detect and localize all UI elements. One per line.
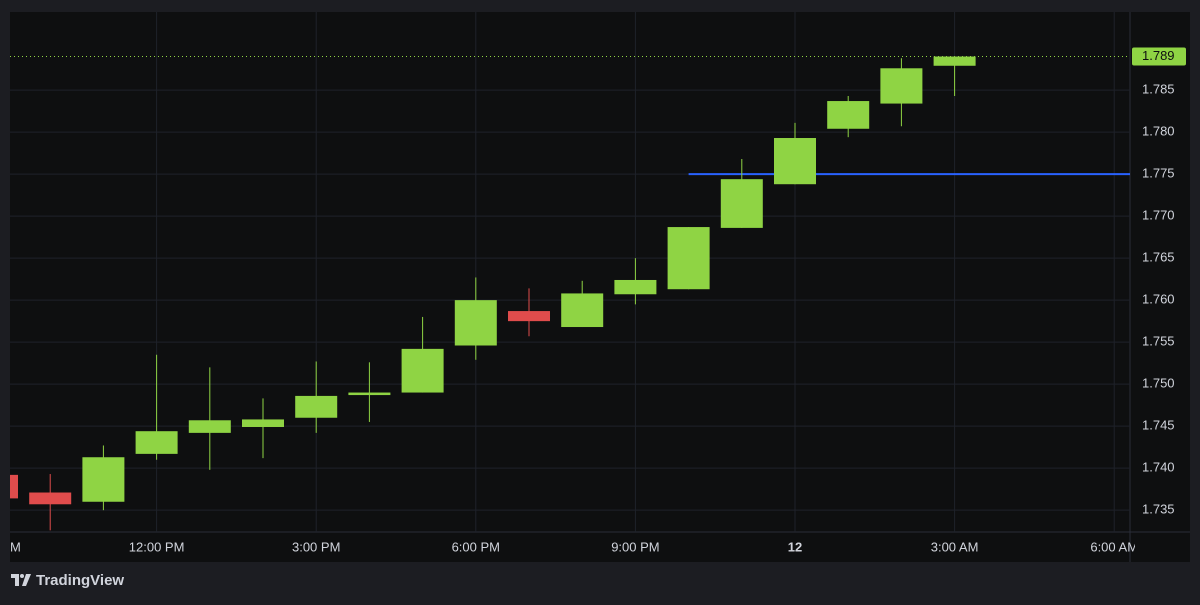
candle-body — [10, 474, 18, 499]
x-tick-label: 6:00 PM — [452, 539, 500, 554]
candle-body — [348, 392, 391, 396]
y-tick-label: 1.770 — [1142, 208, 1175, 223]
y-tick-label: 1.755 — [1142, 334, 1175, 349]
x-tick-label: 3:00 PM — [292, 539, 340, 554]
candle-body — [82, 457, 125, 502]
brand-name: TradingView — [36, 572, 124, 589]
brand-logo — [11, 574, 31, 586]
candle-body — [508, 311, 550, 322]
candle-body — [827, 101, 870, 129]
last-price-label: 1.789 — [1142, 48, 1175, 63]
candle-body — [29, 492, 72, 505]
candle-body — [667, 227, 710, 290]
candle-body — [295, 395, 338, 418]
candle-body — [614, 279, 657, 295]
x-tick-label: 9:00 PM — [611, 539, 659, 554]
candle-body — [242, 419, 284, 427]
last-price-badge — [1132, 47, 1186, 66]
candle-body — [933, 56, 976, 66]
y-tick-label: 1.750 — [1142, 376, 1175, 391]
candle-body — [188, 420, 231, 433]
y-tick-label: 1.745 — [1142, 418, 1175, 433]
candle-body — [135, 431, 178, 454]
candle-body — [454, 300, 497, 346]
y-tick-label: 1.735 — [1142, 502, 1175, 517]
y-tick-label: 1.740 — [1142, 460, 1175, 475]
x-tick-label: 12 — [788, 539, 802, 554]
y-tick-label: 1.780 — [1142, 124, 1175, 139]
y-tick-label: 1.775 — [1142, 166, 1175, 181]
candle-body — [880, 68, 923, 104]
candle-body — [720, 179, 763, 228]
x-tick-label: 9:00 AM — [0, 539, 21, 554]
candle-body — [561, 293, 604, 328]
candle-body — [774, 138, 816, 185]
x-tick-label: 3:00 AM — [931, 539, 979, 554]
candle-body — [401, 348, 444, 393]
chart-panel — [10, 12, 1190, 562]
y-tick-label: 1.765 — [1142, 250, 1175, 265]
x-tick-label: 6:00 AM — [1090, 539, 1138, 554]
y-tick-label: 1.785 — [1142, 82, 1175, 97]
y-tick-label: 1.760 — [1142, 292, 1175, 307]
x-tick-label: 12:00 PM — [129, 539, 185, 554]
